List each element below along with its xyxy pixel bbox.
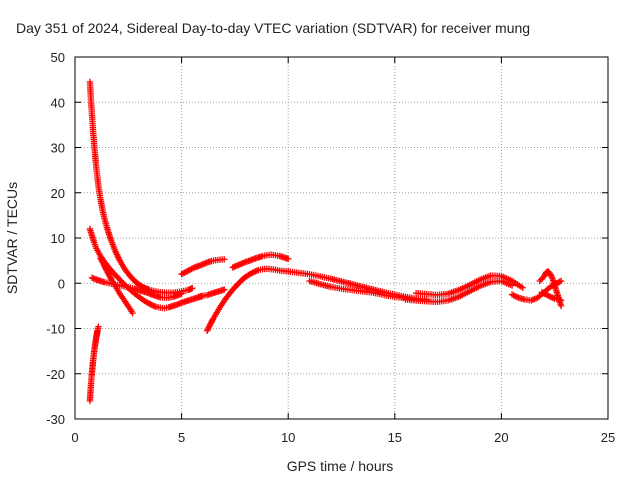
data-point [147,301,154,308]
y-tick-label: -10 [46,322,65,337]
axis-ticks: 0 5 10 15 20 25 -30 -20 -10 0 10 20 30 40 50 [46,50,615,445]
data-point [95,323,102,330]
series-track [402,277,516,306]
data-point [98,257,106,265]
data-point [189,264,197,272]
x-tick-label: 20 [494,430,508,445]
data-points [86,78,565,405]
data-point [129,309,136,317]
series-track [88,274,185,301]
y-tick-label: 10 [51,231,65,246]
series-track [412,272,526,299]
data-point [557,277,565,285]
y-tick-label: 30 [51,141,65,156]
data-point [557,297,565,304]
series-track [195,286,228,301]
data-point [221,256,228,263]
y-tick-label: 40 [51,95,65,110]
y-tick-label: -30 [46,412,65,427]
data-point [545,292,553,300]
x-tick-label: 25 [601,430,615,445]
chart-title: Day 351 of 2024, Sidereal Day-to-day VTE… [16,20,530,36]
x-tick-label: 15 [388,430,402,445]
data-point [556,278,563,285]
data-point [189,285,196,292]
series-track [86,323,102,405]
series-track [229,251,292,271]
data-point [285,255,292,263]
series-track [508,277,565,304]
data-point [557,302,565,310]
data-point [221,286,228,293]
series-track [178,256,228,278]
x-tick-label: 10 [281,430,295,445]
y-tick-label: -20 [46,367,65,382]
y-tick-label: 0 [58,276,65,291]
y-tick-label: 50 [51,50,65,65]
series-track [538,289,565,304]
x-axis-label: GPS time / hours [287,458,394,474]
y-tick-label: 20 [51,186,65,201]
data-point [249,269,256,276]
x-tick-label: 5 [178,430,185,445]
data-point [519,284,526,291]
y-axis-label: SDTVAR / TECUs [4,182,20,294]
x-tick-label: 0 [71,430,78,445]
data-point [178,290,185,297]
